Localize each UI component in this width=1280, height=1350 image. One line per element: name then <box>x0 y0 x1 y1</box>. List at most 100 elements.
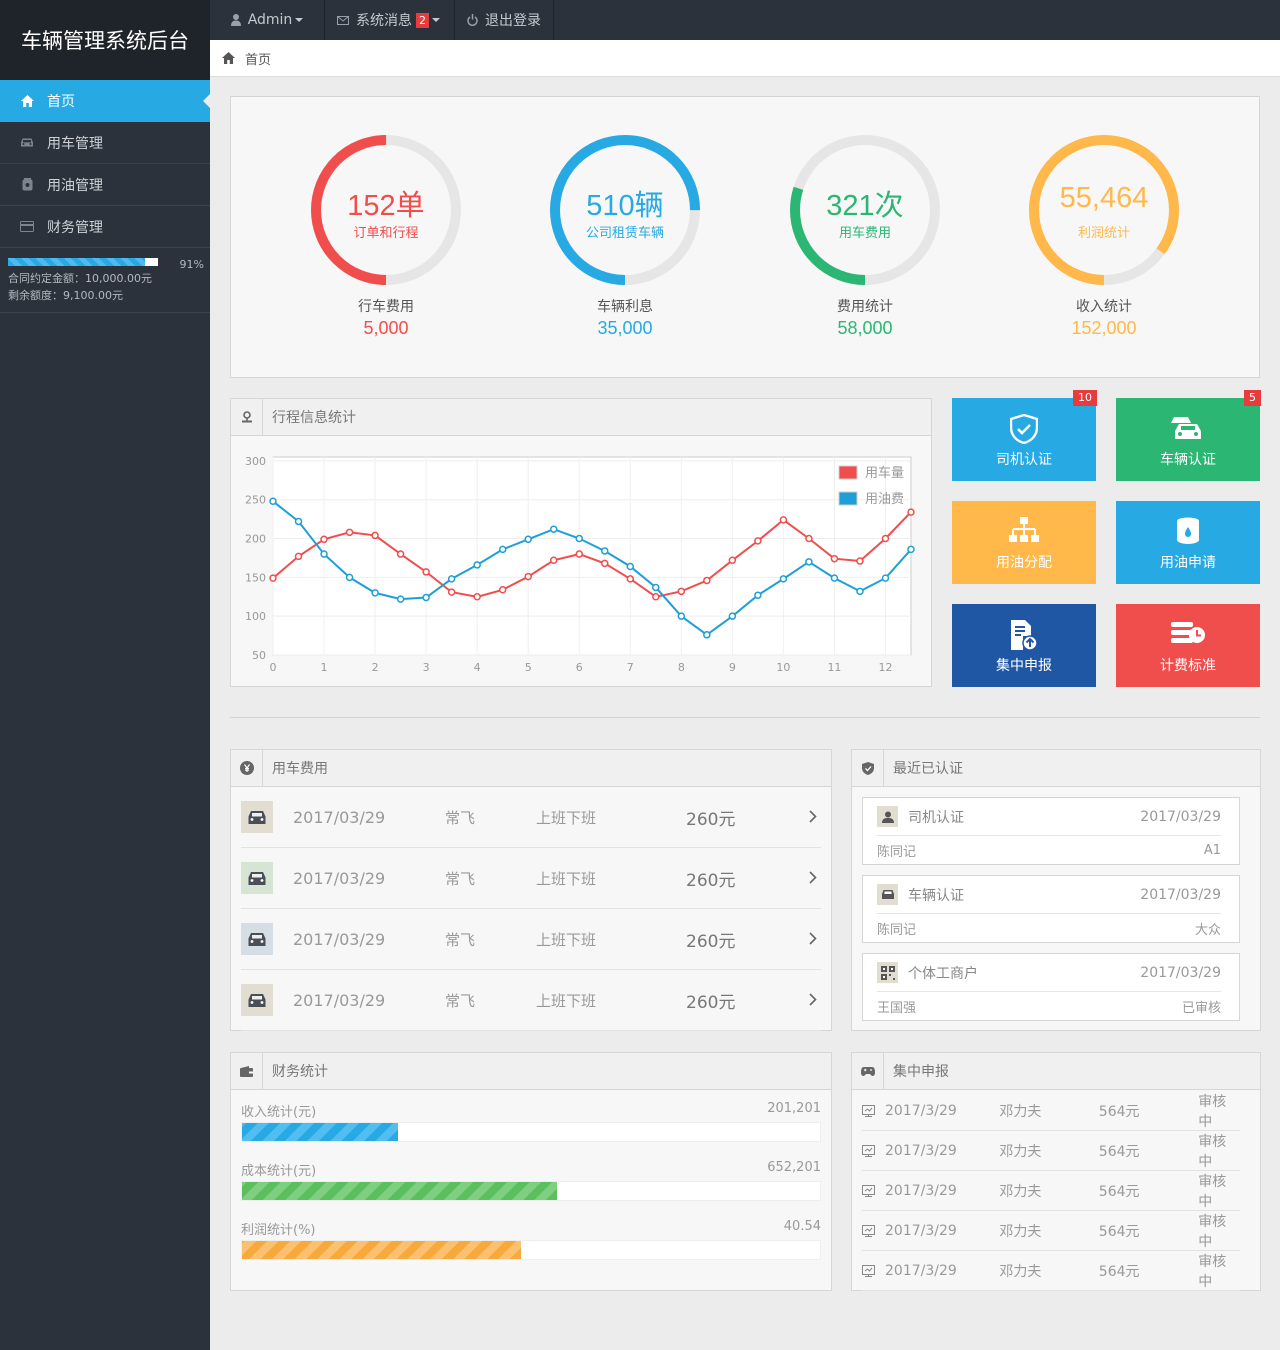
cert-type: 车辆认证 <box>908 887 964 904</box>
data-point <box>830 554 839 563</box>
report-amount: 564元 <box>1098 1263 1140 1280</box>
panel-header: 行程信息统计 <box>231 398 931 436</box>
cost-amount: 260元 <box>686 992 736 1013</box>
cost-row[interactable]: 2017/03/29 常飞 上班下班 260元 <box>241 970 821 1031</box>
logout-button[interactable]: 退出登录 <box>455 0 554 40</box>
gauge-ring <box>550 135 700 285</box>
cost-row[interactable]: 2017/03/29 常飞 上班下班 260元 <box>241 909 821 970</box>
car-icon <box>877 884 898 905</box>
cert-card[interactable]: 车辆认证 2017/03/29 陈同记 大众 <box>862 875 1240 943</box>
cert-date: 2017/03/29 <box>1140 964 1221 981</box>
gauge-subtitle: 公司租赁车辆 <box>585 226 664 241</box>
tile-oil-drum[interactable]: 用油申请 <box>1116 501 1260 584</box>
cost-driver: 常飞 <box>445 991 476 1010</box>
data-point <box>626 575 635 583</box>
report-date: 2017/3/29 <box>885 1182 957 1199</box>
data-point <box>805 558 813 566</box>
stat-number: 5,000 <box>363 318 409 338</box>
report-date: 2017/3/29 <box>885 1102 957 1119</box>
data-point <box>524 572 532 581</box>
tile-shield[interactable]: 司机认证 10 <box>952 390 1097 481</box>
cert-name: 陈同记 <box>877 844 917 860</box>
data-point <box>779 575 788 583</box>
report-panel: 集中申报 2017/3/29 邓力夫 564元 审核中 2017/3/29 邓力夫 564元… <box>851 1052 1261 1291</box>
data-point <box>447 588 456 596</box>
power-icon <box>467 14 478 26</box>
cost-amount: 260元 <box>686 931 736 952</box>
cost-row[interactable]: 2017/03/29 常飞 上班下班 260元 <box>241 787 821 848</box>
report-status: 审核中 <box>1198 1173 1227 1210</box>
stat-label: 费用统计 <box>837 299 893 315</box>
finance-row: 成本统计(元) 652,201 <box>241 1160 821 1201</box>
finance-progress-fill <box>242 1123 399 1141</box>
panel-header: 财务统计 <box>231 1052 831 1090</box>
cert-card[interactable]: 司机认证 2017/03/29 陈同记 A1 <box>862 797 1240 865</box>
data-point <box>549 556 558 565</box>
x-tick-label: 0 <box>270 661 277 674</box>
x-tick-label: 4 <box>474 661 481 674</box>
tile-billing[interactable]: 计费标准 <box>1116 604 1260 687</box>
data-point <box>575 550 583 558</box>
report-row[interactable]: 2017/3/29 邓力夫 564元 审核中 <box>862 1131 1240 1171</box>
breadcrumb-home[interactable]: 首页 <box>245 52 272 68</box>
monitor-icon <box>862 1264 875 1277</box>
cost-driver: 常飞 <box>445 930 476 949</box>
report-status: 审核中 <box>1198 1253 1227 1290</box>
report-row[interactable]: 2017/3/29 邓力夫 564元 审核中 <box>862 1091 1240 1131</box>
report-name: 邓力夫 <box>999 1143 1042 1160</box>
tile-label: 用油申请 <box>1160 555 1216 571</box>
sidebar-item-home[interactable]: 首页 <box>0 80 210 122</box>
cost-panel: 用车费用 2017/03/29 常飞 上班下班 260元 2017/03/29 常飞 上班下… <box>230 749 832 1031</box>
sidebar-item-oil[interactable]: 用油管理 <box>0 164 210 206</box>
quota-percent: 91% <box>179 258 204 271</box>
data-point <box>677 587 686 596</box>
cert-details: 陈同记 A1 <box>877 836 1221 864</box>
stat-gauge: 321次 用车费用 费用统计 58,000 <box>790 135 940 339</box>
cert-type: 司机认证 <box>908 809 964 826</box>
data-point <box>728 612 737 620</box>
legend-swatch <box>838 491 858 506</box>
gauge-subtitle: 用车费用 <box>838 226 891 241</box>
data-point <box>754 537 762 545</box>
shield-icon <box>852 749 884 787</box>
sidebar-item-car[interactable]: 用车管理 <box>0 122 210 164</box>
tile-sitemap[interactable]: 用油分配 <box>952 501 1096 584</box>
data-point <box>677 612 686 620</box>
stat-number: 35,000 <box>597 318 653 338</box>
stat-gauge: 55,464 利润统计 收入统计 152,000 <box>1029 135 1179 339</box>
x-tick-label: 8 <box>678 661 685 674</box>
monitor-icon <box>862 1184 875 1197</box>
tile-cars[interactable]: 车辆认证 5 <box>1116 390 1261 481</box>
cert-details: 王国强 已审核 <box>877 992 1221 1020</box>
sidebar-item-label: 用油管理 <box>47 177 103 194</box>
report-row[interactable]: 2017/3/29 邓力夫 564元 审核中 <box>862 1171 1240 1211</box>
quota-contract: 合同约定金额：10,000.00元 <box>8 272 152 285</box>
sidebar-item-finance[interactable]: 财务管理 <box>0 206 210 248</box>
gauge-ring <box>1029 135 1179 285</box>
cert-detail: 大众 <box>1194 922 1221 938</box>
data-point <box>422 568 430 576</box>
user-menu[interactable]: Admin <box>210 0 325 40</box>
report-status: 审核中 <box>1198 1213 1227 1250</box>
cost-date: 2017/03/29 <box>293 807 386 827</box>
sidebar: 车辆管理系统后台 首页 用车管理 用油管理 财务管理 91% 合同约定金额：10… <box>0 0 210 1350</box>
finance-progress-bar <box>241 1240 821 1260</box>
cert-detail: 已审核 <box>1181 1000 1221 1016</box>
car-icon <box>241 984 273 1016</box>
report-name: 邓力夫 <box>999 1183 1042 1200</box>
messages-menu[interactable]: 系统消息 2 <box>325 0 455 40</box>
y-tick-label: 150 <box>245 571 266 584</box>
finance-label-row: 利润统计(%) 40.54 <box>241 1219 821 1238</box>
report-row[interactable]: 2017/3/29 邓力夫 564元 审核中 <box>862 1211 1240 1251</box>
data-point <box>728 556 737 565</box>
y-tick-label: 100 <box>245 610 266 623</box>
app-title: 车辆管理系统后台 <box>0 0 210 80</box>
cost-row[interactable]: 2017/03/29 常飞 上班下班 260元 <box>241 848 821 909</box>
stat-number: 58,000 <box>837 318 893 338</box>
cert-card[interactable]: 个体工商户 2017/03/29 王国强 已审核 <box>862 953 1240 1021</box>
panel-header: 集中申报 <box>852 1052 1260 1090</box>
tile-report[interactable]: 集中申报 <box>952 604 1096 687</box>
report-row[interactable]: 2017/3/29 邓力夫 564元 审核中 <box>862 1251 1240 1291</box>
finance-progress-fill <box>242 1241 522 1259</box>
data-point <box>447 575 456 583</box>
